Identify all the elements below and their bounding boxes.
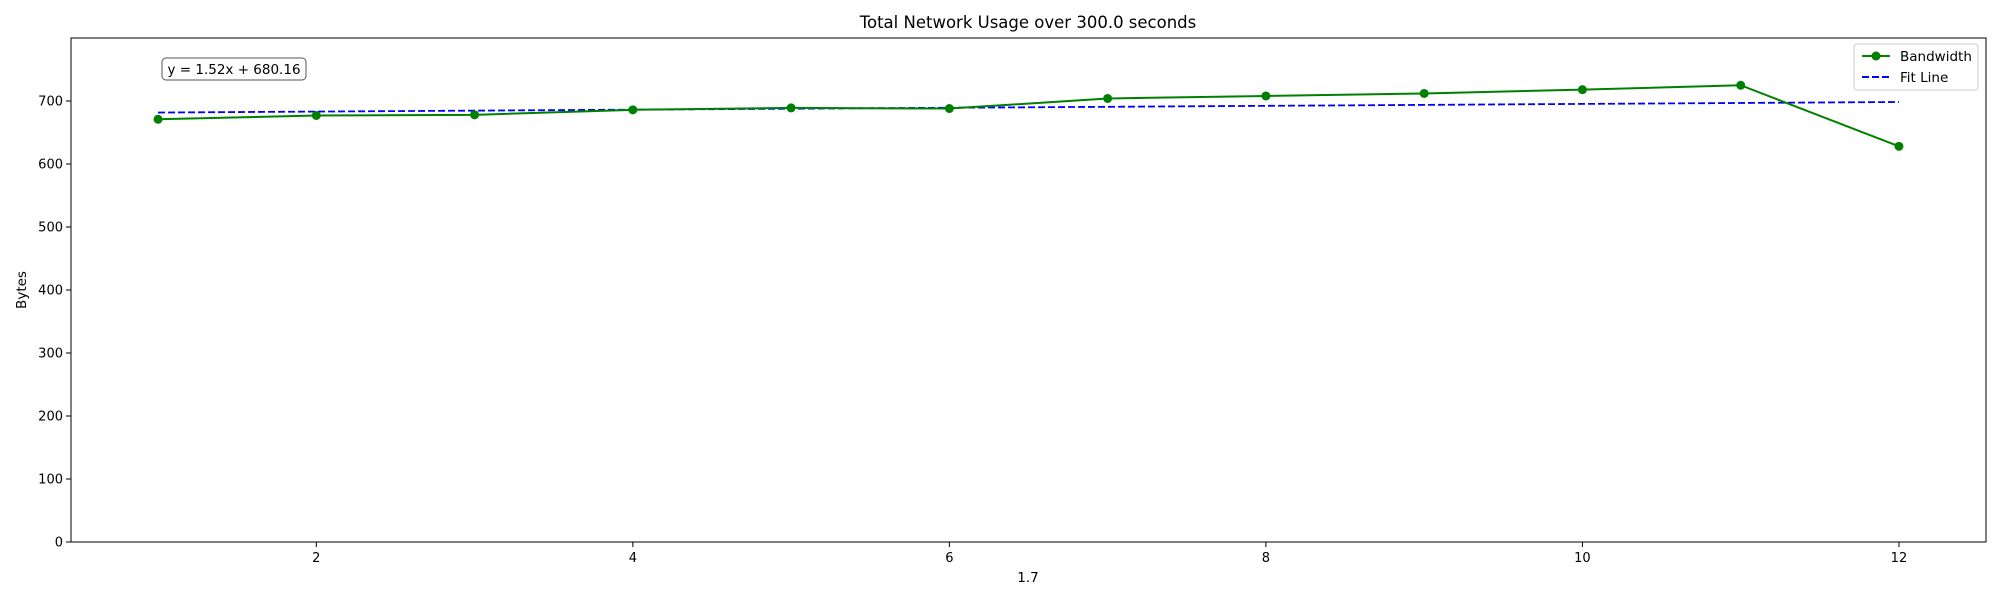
annotation-text: y = 1.52x + 680.16	[167, 62, 300, 78]
bandwidth-point	[1103, 93, 1113, 103]
bandwidth-point	[786, 103, 796, 113]
y-tick-label: 0	[55, 536, 63, 551]
legend-bandwidth-label: Bandwidth	[1900, 49, 1972, 65]
y-axis-label: Bytes	[14, 271, 30, 309]
x-tick-label: 10	[1574, 551, 1591, 566]
x-tick-label: 2	[312, 551, 320, 566]
y-tick-label: 100	[38, 473, 63, 488]
bandwidth-point	[628, 105, 638, 115]
fit-line	[158, 101, 1899, 114]
x-tick-label: 6	[945, 551, 953, 566]
bandwidth-point	[1419, 88, 1429, 98]
y-tick-label: 600	[38, 158, 63, 173]
y-tick-label: 400	[38, 284, 63, 299]
fit-equation-annotation: y = 1.52x + 680.16	[161, 57, 307, 81]
y-tick-label: 300	[38, 347, 63, 362]
x-tick-label: 12	[1891, 551, 1908, 566]
bandwidth-point	[311, 110, 321, 120]
legend-fit-label: Fit Line	[1900, 70, 1948, 86]
bandwidth-point	[944, 104, 954, 114]
bandwidth-point	[1894, 141, 1904, 151]
bandwidth-point	[1736, 80, 1746, 90]
bandwidth-point	[153, 114, 163, 124]
y-tick-label: 700	[38, 95, 63, 110]
x-axis: 2 4 6 8 10 12	[312, 542, 1907, 566]
x-tick-label: 8	[1262, 551, 1270, 566]
y-axis: 0 100 200 300 400 500 600 700	[38, 95, 71, 551]
bandwidth-point	[1577, 85, 1587, 95]
annotation-box	[161, 57, 307, 81]
y-tick-label: 500	[38, 221, 63, 236]
bandwidth-point	[470, 110, 480, 120]
bandwidth-point	[1261, 91, 1271, 101]
x-tick-label: 4	[629, 551, 637, 566]
x-axis-label: 1.7	[1017, 570, 1038, 586]
legend: Bandwidth Fit Line	[1853, 43, 1979, 91]
bandwidth-line	[158, 84, 1900, 148]
y-tick-label: 200	[38, 410, 63, 425]
plot-area-frame	[70, 37, 1987, 543]
series-layer	[153, 80, 1904, 151]
chart-title: Total Network Usage over 300.0 seconds	[859, 13, 1197, 32]
legend-bandwidth-marker	[1871, 51, 1881, 61]
